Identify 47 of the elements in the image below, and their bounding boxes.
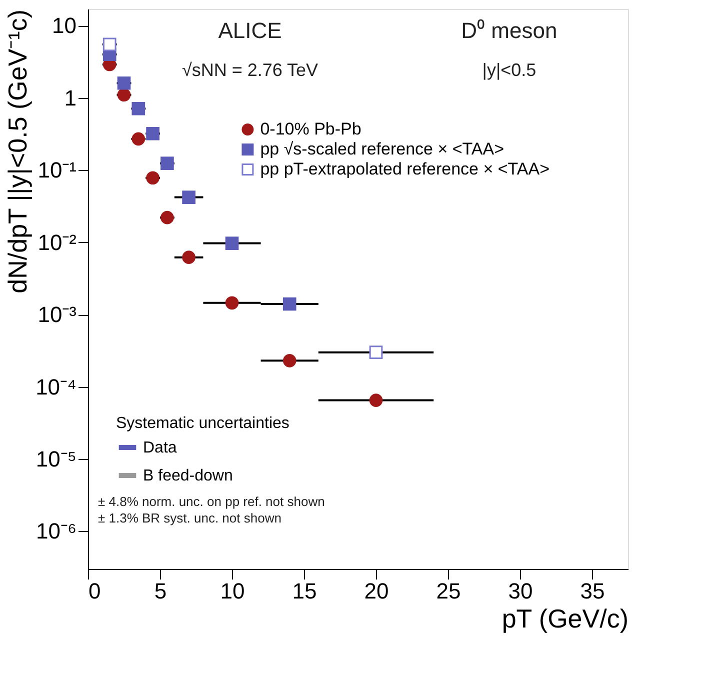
y-tick-label: 10⁻⁵ (36, 446, 76, 472)
x-tick-label: 10 (220, 578, 245, 604)
point (146, 171, 160, 185)
point (225, 296, 239, 310)
y-axis-title: dN/dpT ||y|<0.5 (GeV⁻¹c) (2, 10, 33, 294)
x-tick-label: 30 (508, 578, 533, 604)
x-tick-label: 35 (580, 578, 605, 604)
x-tick-label: 20 (364, 578, 389, 604)
legend-label: 0-10% Pb-Pb (260, 120, 362, 138)
y-tick-label: 10⁻¹ (38, 158, 76, 183)
point (146, 126, 160, 140)
annotation: ± 4.8% norm. unc. on pp ref. not shown (98, 494, 325, 509)
point (282, 354, 296, 368)
legend-label: pp √s-scaled reference × <TAA> (260, 140, 504, 158)
point (117, 88, 131, 102)
point (369, 394, 383, 407)
point (182, 250, 196, 264)
annotation: Systematic uncertainties (116, 415, 290, 432)
point (132, 132, 146, 146)
y-tick-label: 10 (52, 13, 76, 38)
y-tick-label: 10⁻⁴ (36, 374, 76, 400)
x-tick-label: 25 (436, 578, 461, 604)
annotation: Data (143, 440, 177, 456)
y-tick-label: 10⁻³ (38, 302, 76, 328)
point (160, 156, 174, 170)
annotation: B feed-down (143, 468, 233, 484)
point (225, 236, 239, 250)
legend-label: pp pT-extrapolated reference × <TAA> (260, 160, 550, 178)
y-tick-label: 10⁻⁶ (36, 518, 76, 544)
y-tick-label: 1 (64, 85, 76, 110)
annotation: √sNN = 2.76 TeV (182, 60, 318, 80)
point (102, 38, 116, 52)
annotation: D⁰ meson (461, 18, 558, 43)
x-axis-title: pT (GeV/c) (502, 604, 628, 634)
annotation: |y|<0.5 (482, 60, 536, 80)
point (369, 346, 383, 359)
point (117, 76, 131, 90)
x-tick-label: 5 (154, 578, 167, 604)
point (282, 297, 296, 311)
point (132, 102, 146, 116)
x-tick-label: 15 (292, 578, 317, 604)
annotation: ALICE (218, 18, 282, 43)
point (160, 210, 174, 224)
annotation: ± 1.3% BR syst. unc. not shown (98, 510, 282, 526)
point (182, 190, 196, 204)
y-tick-label: 10⁻² (38, 230, 76, 255)
x-tick-label: 0 (88, 578, 101, 604)
